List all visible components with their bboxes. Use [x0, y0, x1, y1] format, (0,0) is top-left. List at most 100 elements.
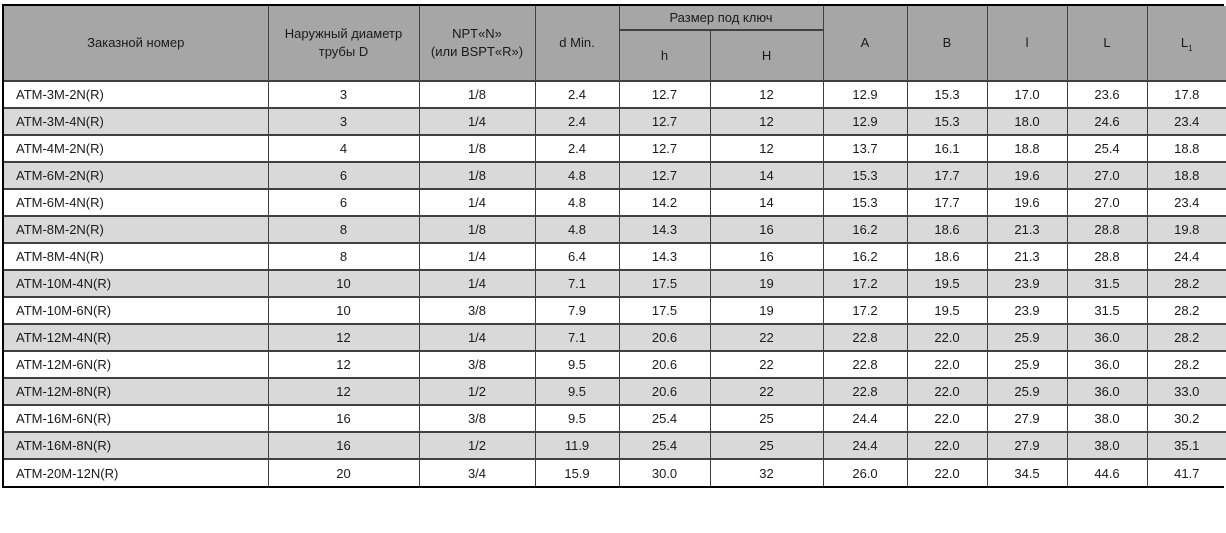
cell-a: 16.2: [822, 215, 908, 244]
cell-l: 17.0: [986, 80, 1068, 109]
cell-thread: 1/4: [418, 242, 536, 271]
cell-l: 34.5: [986, 458, 1068, 486]
spec-table-frame: Заказной номер Наружный диаметр трубы D …: [2, 4, 1226, 488]
header-col-b: B: [906, 6, 988, 82]
cell-l: 21.3: [986, 242, 1068, 271]
cell-h: 14.3: [618, 215, 711, 244]
cell-d_min: 2.4: [534, 107, 620, 136]
cell-d_min: 9.5: [534, 377, 620, 406]
cell-L: 44.6: [1066, 458, 1148, 486]
spec-table: Заказной номер Наружный диаметр трубы D …: [4, 6, 1226, 486]
cell-b: 19.5: [906, 269, 988, 298]
header-outer-diameter: Наружный диаметр трубы D: [267, 6, 420, 82]
cell-d_tube: 16: [267, 431, 420, 460]
table-row: ATM-6M-2N(R) 6 1/8 4.8 12.7 14 15.3 17.7 19.6 27.…: [4, 161, 1226, 190]
header-row-group: Заказной номер Наружный диаметр трубы D …: [4, 6, 1226, 82]
cell-a: 17.2: [822, 269, 908, 298]
cell-L: 31.5: [1066, 296, 1148, 325]
l1-base: L: [1180, 35, 1189, 51]
table-row: ATM-20M-12N(R) 20 3/4 15.9 30.0 32 26.0 22.0 34.…: [4, 458, 1226, 486]
cell-order: ATM-10M-6N(R): [4, 296, 269, 325]
cell-d_tube: 6: [267, 161, 420, 190]
table-row: ATM-8M-4N(R) 8 1/4 6.4 14.3 16 16.2 18.6 21.3 28.…: [4, 242, 1226, 271]
cell-thread: 3/8: [418, 296, 536, 325]
cell-H: 19: [709, 296, 824, 325]
cell-b: 22.0: [906, 350, 988, 379]
cell-L1: 18.8: [1146, 161, 1226, 190]
cell-a: 22.8: [822, 377, 908, 406]
cell-b: 16.1: [906, 134, 988, 163]
cell-l: 27.9: [986, 431, 1068, 460]
cell-thread: 1/4: [418, 269, 536, 298]
cell-order: ATM-12M-6N(R): [4, 350, 269, 379]
cell-l: 18.8: [986, 134, 1068, 163]
cell-thread: 1/4: [418, 107, 536, 136]
cell-L: 23.6: [1066, 80, 1148, 109]
cell-L: 28.8: [1066, 215, 1148, 244]
cell-d_min: 11.9: [534, 431, 620, 460]
cell-H: 16: [709, 215, 824, 244]
cell-a: 26.0: [822, 458, 908, 486]
cell-l: 21.3: [986, 215, 1068, 244]
cell-h: 20.6: [618, 350, 711, 379]
cell-L: 38.0: [1066, 431, 1148, 460]
cell-thread: 3/8: [418, 404, 536, 433]
cell-b: 22.0: [906, 404, 988, 433]
cell-d_min: 2.4: [534, 80, 620, 109]
cell-H: 25: [709, 404, 824, 433]
cell-d_tube: 10: [267, 296, 420, 325]
cell-h: 12.7: [618, 161, 711, 190]
cell-l: 19.6: [986, 161, 1068, 190]
cell-d_tube: 16: [267, 404, 420, 433]
cell-d_min: 9.5: [534, 404, 620, 433]
cell-h: 30.0: [618, 458, 711, 486]
cell-L1: 18.8: [1146, 134, 1226, 163]
cell-thread: 1/8: [418, 161, 536, 190]
cell-L1: 19.8: [1146, 215, 1226, 244]
cell-L: 24.6: [1066, 107, 1148, 136]
cell-a: 15.3: [822, 188, 908, 217]
cell-thread: 1/8: [418, 134, 536, 163]
cell-H: 19: [709, 269, 824, 298]
cell-a: 13.7: [822, 134, 908, 163]
cell-l: 25.9: [986, 377, 1068, 406]
cell-d_tube: 3: [267, 80, 420, 109]
cell-d_min: 4.8: [534, 215, 620, 244]
cell-d_min: 4.8: [534, 188, 620, 217]
cell-order: ATM-3M-4N(R): [4, 107, 269, 136]
cell-b: 17.7: [906, 188, 988, 217]
cell-thread: 1/8: [418, 215, 536, 244]
cell-L1: 28.2: [1146, 350, 1226, 379]
cell-d_tube: 8: [267, 242, 420, 271]
cell-h: 20.6: [618, 377, 711, 406]
cell-L1: 17.8: [1146, 80, 1226, 109]
cell-d_tube: 12: [267, 350, 420, 379]
cell-d_tube: 3: [267, 107, 420, 136]
cell-b: 15.3: [906, 80, 988, 109]
cell-thread: 1/4: [418, 188, 536, 217]
cell-L: 36.0: [1066, 323, 1148, 352]
table-header: Заказной номер Наружный диаметр трубы D …: [4, 6, 1226, 82]
header-wrench-h: h: [619, 29, 711, 82]
cell-d_min: 7.1: [534, 269, 620, 298]
cell-H: 12: [709, 107, 824, 136]
cell-l: 25.9: [986, 350, 1068, 379]
table-row: ATM-12M-8N(R) 12 1/2 9.5 20.6 22 22.8 22.0 25.9 3…: [4, 377, 1226, 406]
cell-H: 22: [709, 323, 824, 352]
cell-b: 22.0: [906, 431, 988, 460]
cell-b: 18.6: [906, 215, 988, 244]
cell-a: 12.9: [822, 107, 908, 136]
cell-a: 17.2: [822, 296, 908, 325]
table-row: ATM-12M-6N(R) 12 3/8 9.5 20.6 22 22.8 22.0 25.9 3…: [4, 350, 1226, 379]
table-row: ATM-10M-4N(R) 10 1/4 7.1 17.5 19 17.2 19.5 23.9 3…: [4, 269, 1226, 298]
table-row: ATM-8M-2N(R) 8 1/8 4.8 14.3 16 16.2 18.6 21.3 28.…: [4, 215, 1226, 244]
cell-H: 14: [709, 188, 824, 217]
cell-b: 17.7: [906, 161, 988, 190]
cell-order: ATM-3M-2N(R): [4, 80, 269, 109]
cell-H: 32: [709, 458, 824, 486]
cell-b: 22.0: [906, 458, 988, 486]
header-col-a: A: [822, 6, 908, 82]
cell-L1: 23.4: [1146, 188, 1226, 217]
table-row: ATM-6M-4N(R) 6 1/4 4.8 14.2 14 15.3 17.7 19.6 27.…: [4, 188, 1226, 217]
